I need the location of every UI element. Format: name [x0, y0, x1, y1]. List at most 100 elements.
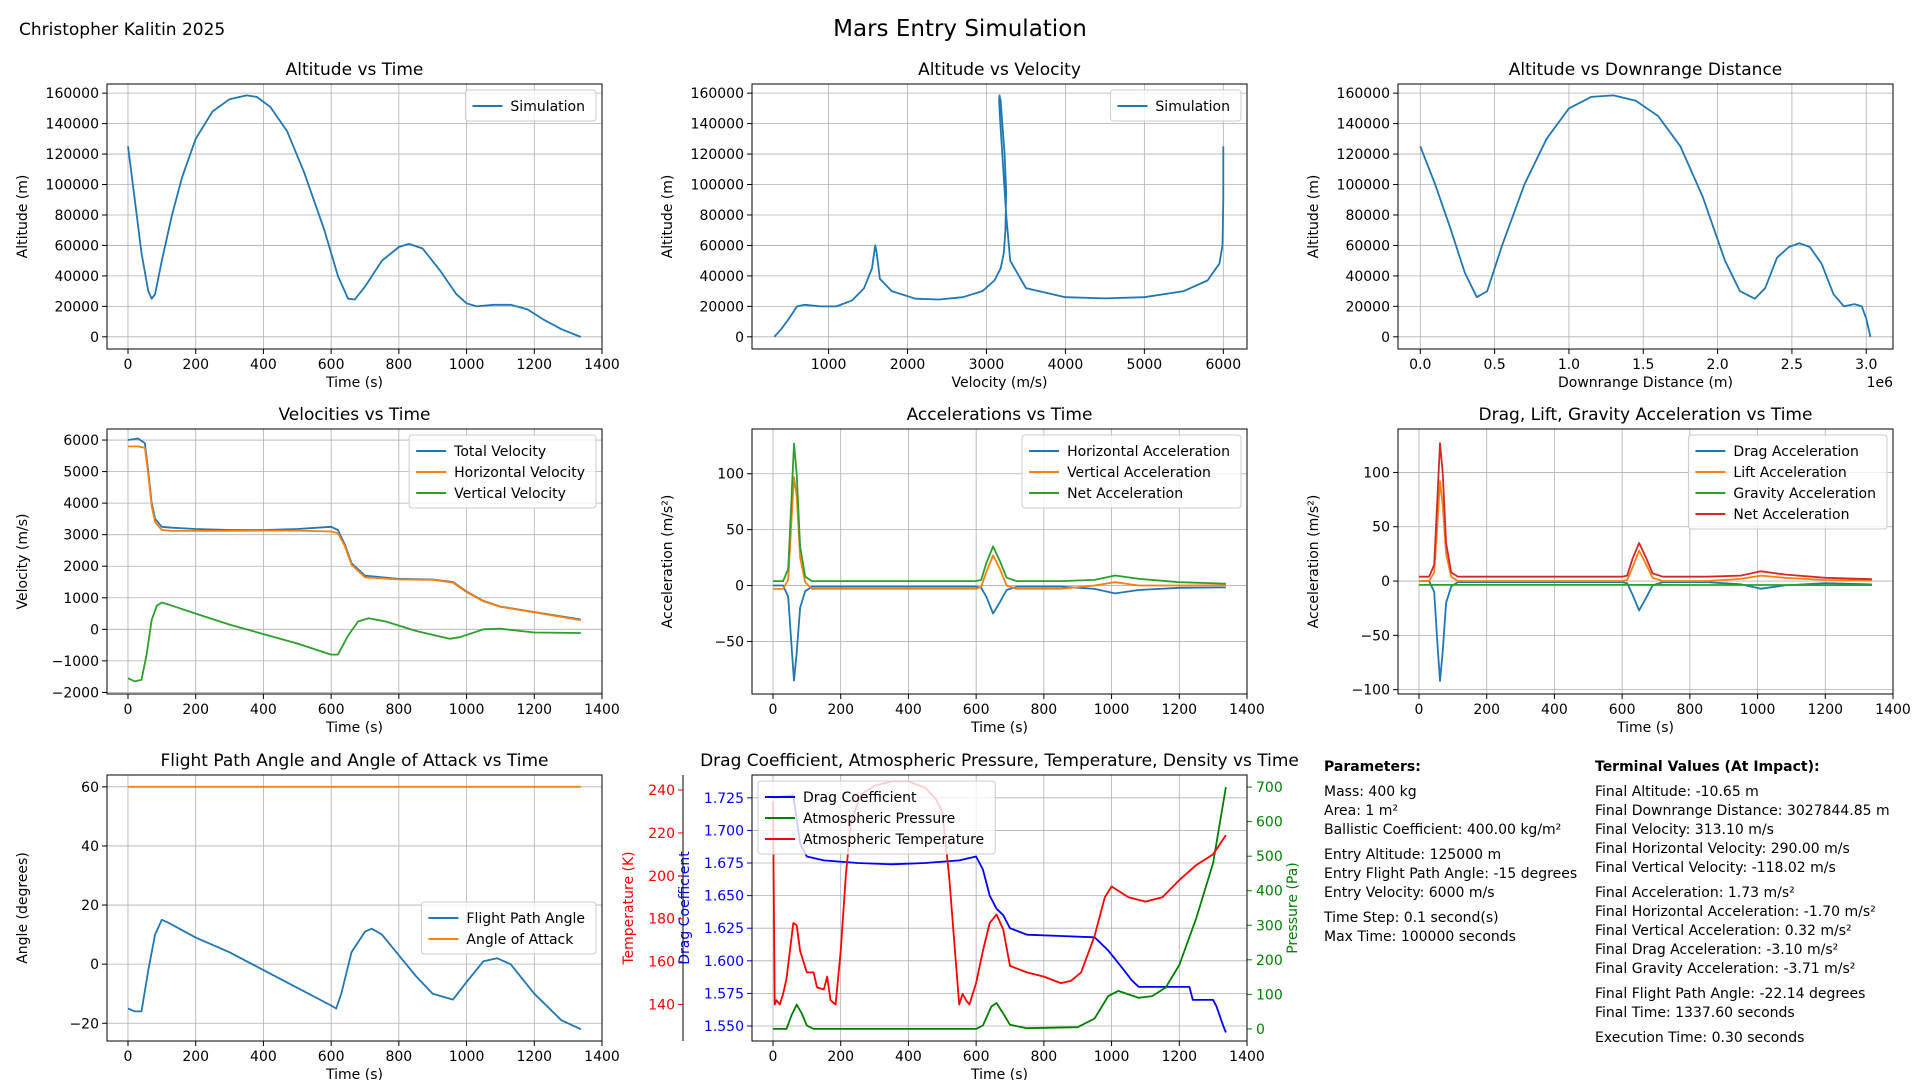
y-tick-label: 20	[81, 898, 99, 914]
y-tick-label: −1000	[52, 654, 99, 670]
y-axis-label: Velocity (m/s)	[15, 514, 31, 610]
x-tick-label: 0	[769, 1049, 778, 1065]
x-offset-label: 1e6	[1867, 375, 1894, 391]
legend-label: Gravity Acceleration	[1733, 486, 1876, 502]
legend-label: Atmospheric Pressure	[803, 811, 955, 827]
y-tick-label: 100000	[46, 178, 99, 194]
y-tick-label: 1.575	[704, 986, 744, 1002]
x-tick-label: 200	[827, 702, 854, 718]
x-tick-label: 200	[182, 702, 209, 718]
y-tick-label: 0	[735, 330, 744, 346]
y-tick-label: 6000	[63, 433, 99, 449]
legend-label: Net Acceleration	[1733, 507, 1849, 523]
y-tick-label: 0	[1381, 330, 1390, 346]
y-tick-label: 40000	[699, 269, 744, 285]
chart-1: Altitude vs Time 0 200 400 600 800 1000 1200 140…	[15, 60, 620, 391]
y-tick-label: 0	[90, 330, 99, 346]
y-axis-label-pressure: Pressure (Pa)	[1285, 862, 1301, 954]
terminal-values-panel: Terminal Values (At Impact): Final Altit…	[1595, 758, 1890, 1054]
y-tick-label: 0	[1381, 574, 1390, 590]
plot-frame	[106, 428, 603, 695]
y-tick-label: 20000	[1345, 299, 1390, 315]
x-tick-label: 600	[318, 357, 345, 373]
x-tick-label: 3000	[969, 357, 1005, 373]
chart-2: Altitude vs Velocity 1000 2000 3000 4000 5000…	[660, 60, 1248, 391]
chart-title: Accelerations vs Time	[907, 405, 1093, 425]
terminal-gravity-acceleration: Final Gravity Acceleration: -3.71 m/s²	[1595, 961, 1856, 977]
x-tick-label: 400	[250, 1049, 277, 1065]
plot-frame	[106, 774, 603, 1042]
terminal-drag-acceleration: Final Drag Acceleration: -3.10 m/s²	[1595, 942, 1839, 958]
terminal-time: Final Time: 1337.60 seconds	[1595, 1005, 1795, 1021]
terminal-horizontal-acceleration: Final Horizontal Acceleration: -1.70 m/s…	[1595, 904, 1876, 920]
legend-box	[420, 901, 597, 955]
y-tick-label: −50	[1360, 628, 1390, 644]
terminal-execution-time: Execution Time: 0.30 seconds	[1595, 1030, 1805, 1046]
x-tick-label: 0.0	[1409, 357, 1431, 373]
x-tick-label: 1200	[1807, 702, 1843, 718]
temperature-tick-label: 180	[648, 912, 675, 928]
series-line-1	[773, 94, 1225, 338]
legend-label: Simulation	[1155, 99, 1230, 115]
y-tick-label: 80000	[699, 208, 744, 224]
x-axis-label: Time (s)	[325, 1067, 383, 1080]
x-tick-label: 6000	[1205, 357, 1241, 373]
pressure-tick-label: 700	[1256, 780, 1283, 796]
y-tick-label: 160000	[1337, 86, 1390, 102]
y-tick-label: 1.650	[704, 889, 744, 905]
x-tick-label: 200	[827, 1049, 854, 1065]
temperature-tick-label: 220	[648, 826, 675, 842]
x-axis-label: Time (s)	[1616, 720, 1674, 736]
y-tick-label: 0	[735, 579, 744, 595]
y-tick-label: 120000	[46, 147, 99, 163]
param-area: Area: 1 m²	[1324, 803, 1398, 819]
x-tick-label: 1200	[516, 357, 552, 373]
x-tick-label: 800	[1676, 702, 1703, 718]
x-tick-label: 1400	[1229, 1049, 1265, 1065]
series-line-1	[1419, 94, 1872, 338]
x-tick-label: 800	[385, 702, 412, 718]
param-entry-fpa: Entry Flight Path Angle: -15 degrees	[1324, 866, 1578, 882]
legend-label: Vertical Acceleration	[1067, 465, 1211, 481]
y-tick-label: 1.600	[704, 954, 744, 970]
x-tick-label: 400	[250, 357, 277, 373]
terminal-downrange: Final Downrange Distance: 3027844.85 m	[1595, 803, 1890, 819]
x-tick-label: 1000	[1094, 702, 1130, 718]
legend-box	[757, 780, 996, 855]
series-line-1	[127, 94, 582, 338]
y-tick-label: 140000	[1337, 117, 1390, 133]
x-tick-label: 2.0	[1706, 357, 1728, 373]
series-line-4	[1419, 442, 1872, 581]
legend-label: Vertical Velocity	[454, 486, 566, 502]
y-tick-label: 1.725	[704, 791, 744, 807]
legend-label: Drag Acceleration	[1733, 444, 1858, 460]
y-tick-label: 160000	[46, 86, 99, 102]
y-tick-label: 60000	[699, 238, 744, 254]
x-axis-label: Time (s)	[970, 720, 1028, 736]
x-tick-label: 1000	[811, 357, 847, 373]
x-tick-label: 200	[182, 357, 209, 373]
x-tick-label: 1200	[1161, 1049, 1197, 1065]
legend-box	[1687, 434, 1888, 530]
x-tick-label: 1000	[1740, 702, 1776, 718]
y-tick-label: 1.550	[704, 1019, 744, 1035]
terminal-horizontal-velocity: Final Horizontal Velocity: 290.00 m/s	[1595, 841, 1850, 857]
y-tick-label: 60000	[54, 238, 99, 254]
x-tick-label: 800	[1030, 1049, 1057, 1065]
x-tick-label: 800	[385, 357, 412, 373]
chart-title: Drag Coefficient, Atmospheric Pressure, …	[700, 751, 1299, 771]
chart-8: Drag Coefficient, Atmospheric Pressure, …	[621, 751, 1301, 1080]
plot-frame	[1397, 83, 1894, 350]
chart-title: Altitude vs Velocity	[918, 60, 1081, 80]
y-tick-label: 50	[1372, 520, 1390, 536]
x-tick-label: 2.5	[1781, 357, 1803, 373]
y-tick-label: 40000	[54, 269, 99, 285]
x-tick-label: 1.0	[1558, 357, 1580, 373]
x-tick-label: 1000	[1094, 1049, 1130, 1065]
series-line-3	[773, 442, 1226, 585]
series-line-3	[127, 601, 581, 683]
plot-frame	[1397, 428, 1894, 695]
x-axis-label: Time (s)	[325, 720, 383, 736]
x-tick-label: 0	[124, 357, 133, 373]
